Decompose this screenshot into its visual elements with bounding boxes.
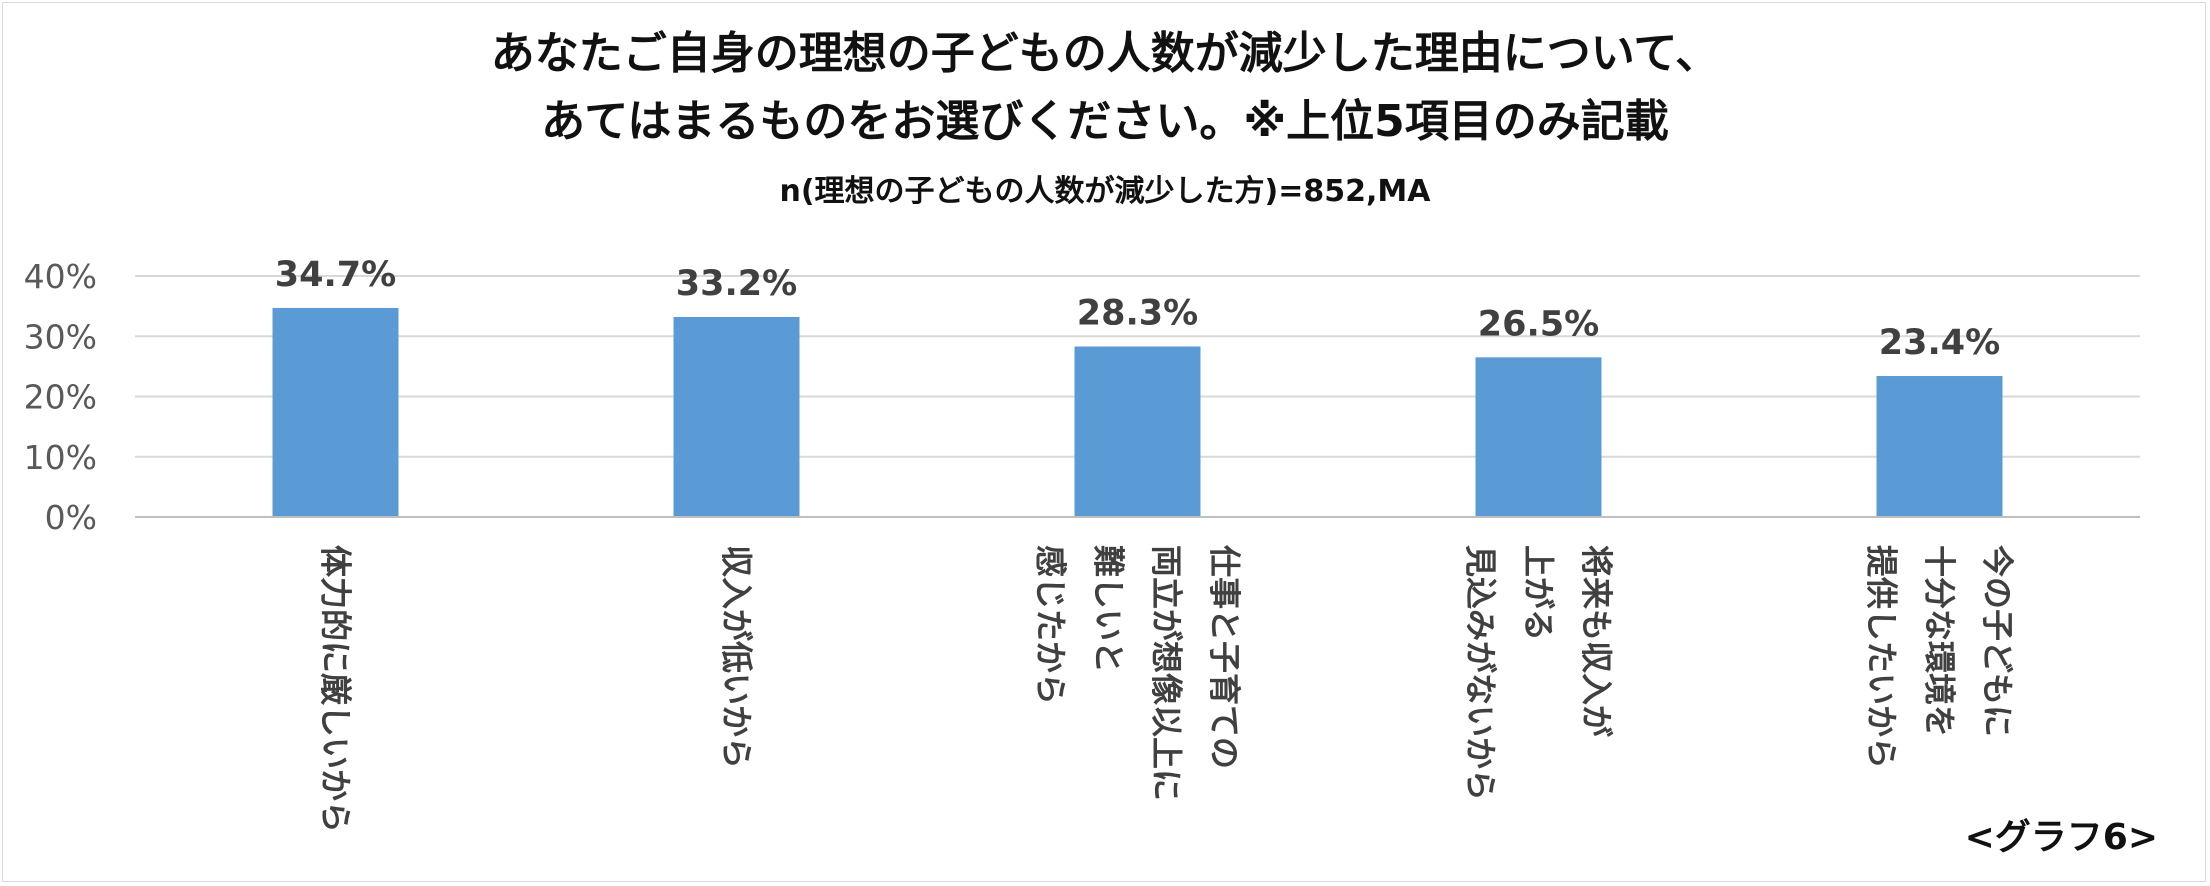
- data-label: 23.4%: [1879, 323, 2000, 363]
- data-label: 28.3%: [1077, 293, 1198, 333]
- y-tick-label: 40%: [24, 257, 97, 296]
- x-tick-label: 両立が想像以上に: [1148, 545, 1186, 801]
- bar: [673, 316, 800, 517]
- y-tick-label: 10%: [24, 438, 97, 477]
- bar: [272, 307, 399, 517]
- y-tick-label: 0%: [45, 498, 97, 537]
- data-label: 34.7%: [275, 255, 396, 295]
- y-tick-label: 20%: [24, 378, 97, 417]
- data-label: 26.5%: [1478, 304, 1599, 344]
- x-tick-label: 感じたから: [1032, 545, 1070, 705]
- y-tick-label: 30%: [24, 317, 97, 356]
- chart-title-line-2: あてはまるものをお選びください。※上位5項目のみ記載: [541, 96, 1669, 147]
- data-label: 33.2%: [676, 264, 797, 304]
- bar: [1074, 346, 1201, 517]
- chart-title-line-1: あなたご自身の理想の子どもの人数が減少した理由について、: [490, 28, 1720, 79]
- x-tick-label: 将来も収入が: [1578, 545, 1616, 737]
- x-tick-label: 見込みがないから: [1462, 545, 1500, 801]
- chart-subtitle: n(理想の子どもの人数が減少した方)=852,MA: [779, 174, 1431, 209]
- x-tick-label: 収入が低いから: [718, 545, 756, 769]
- x-tick-label: 体力的に厳しいから: [317, 545, 355, 833]
- x-tick-label: 難しいと: [1090, 545, 1128, 673]
- x-tick-label: 仕事と子育ての: [1206, 545, 1244, 769]
- bar: [1475, 357, 1602, 517]
- x-tick-label: 今の子どもに: [1979, 545, 2017, 737]
- figure-caption: <グラフ6>: [1964, 817, 2158, 858]
- x-tick-label: 上がる: [1520, 545, 1558, 641]
- x-tick-label: 提供したいから: [1863, 545, 1901, 769]
- x-tick-label: 十分な環境を: [1921, 545, 1959, 737]
- bar: [1876, 376, 2003, 517]
